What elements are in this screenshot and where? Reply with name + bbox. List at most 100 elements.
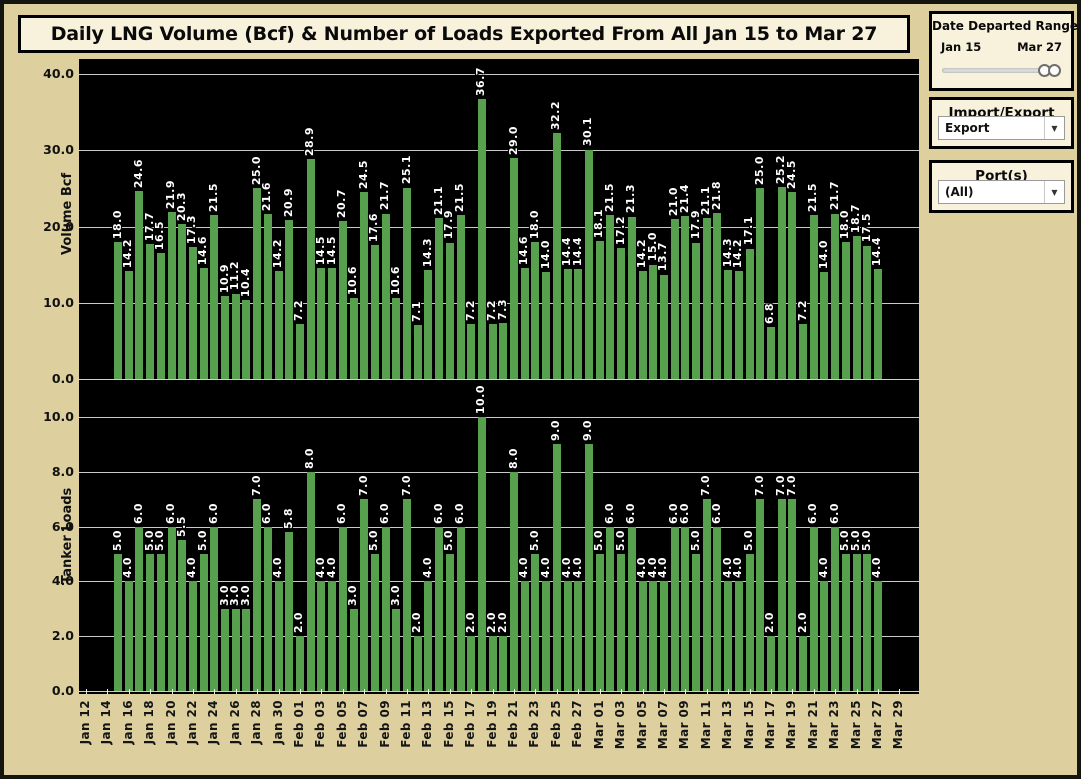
import-export-dropdown[interactable]: Export ▼: [938, 116, 1065, 140]
bar[interactable]: [231, 608, 240, 691]
bar[interactable]: [424, 581, 433, 691]
bar[interactable]: [531, 241, 540, 379]
bar[interactable]: [381, 526, 390, 691]
bar[interactable]: [488, 324, 497, 379]
bar[interactable]: [510, 471, 519, 691]
bar[interactable]: [766, 327, 775, 379]
date-range-slider[interactable]: [942, 63, 1061, 77]
bar[interactable]: [724, 269, 733, 379]
bar[interactable]: [681, 215, 690, 379]
bar[interactable]: [799, 636, 808, 691]
bar[interactable]: [456, 526, 465, 691]
bar[interactable]: [809, 526, 818, 691]
bar[interactable]: [520, 581, 529, 691]
bar[interactable]: [392, 608, 401, 691]
bar[interactable]: [638, 270, 647, 379]
bar[interactable]: [574, 581, 583, 691]
bar[interactable]: [328, 581, 337, 691]
bar[interactable]: [370, 554, 379, 691]
bar[interactable]: [445, 554, 454, 691]
bar[interactable]: [659, 581, 668, 691]
bar[interactable]: [799, 324, 808, 379]
bar[interactable]: [328, 268, 337, 379]
bar[interactable]: [670, 218, 679, 379]
bar[interactable]: [477, 417, 486, 691]
bar[interactable]: [863, 245, 872, 379]
bar[interactable]: [295, 324, 304, 379]
bar[interactable]: [766, 636, 775, 691]
bar[interactable]: [445, 242, 454, 379]
bar[interactable]: [263, 526, 272, 691]
bar[interactable]: [199, 554, 208, 691]
bar[interactable]: [595, 554, 604, 691]
bar[interactable]: [274, 270, 283, 379]
bar[interactable]: [306, 158, 315, 379]
bar[interactable]: [124, 270, 133, 379]
bar[interactable]: [114, 554, 122, 691]
bar[interactable]: [360, 192, 369, 379]
bar[interactable]: [135, 526, 144, 691]
bar[interactable]: [221, 608, 230, 691]
bar[interactable]: [456, 215, 465, 379]
bar[interactable]: [756, 499, 765, 691]
bar[interactable]: [263, 214, 272, 379]
ports-dropdown[interactable]: (All) ▼: [938, 180, 1065, 204]
bar[interactable]: [467, 636, 476, 691]
bar[interactable]: [146, 554, 155, 691]
bar[interactable]: [606, 526, 615, 691]
bar[interactable]: [734, 581, 743, 691]
bar[interactable]: [627, 526, 636, 691]
slider-track[interactable]: [942, 68, 1061, 73]
bar[interactable]: [403, 187, 412, 379]
bar[interactable]: [349, 608, 358, 691]
bar[interactable]: [435, 218, 444, 379]
bar[interactable]: [242, 608, 251, 691]
bar[interactable]: [542, 581, 551, 691]
bar[interactable]: [820, 272, 829, 379]
bar[interactable]: [156, 554, 165, 691]
bar[interactable]: [745, 248, 754, 379]
bar[interactable]: [338, 526, 347, 691]
bar[interactable]: [135, 191, 144, 379]
bar[interactable]: [788, 499, 797, 691]
bar[interactable]: [745, 554, 754, 691]
bar[interactable]: [188, 247, 197, 379]
bar[interactable]: [370, 244, 379, 379]
bar[interactable]: [756, 188, 765, 379]
bar[interactable]: [649, 581, 658, 691]
bar[interactable]: [156, 253, 165, 379]
bar[interactable]: [584, 149, 593, 379]
bar[interactable]: [360, 499, 369, 691]
bar[interactable]: [188, 581, 197, 691]
bar[interactable]: [285, 532, 294, 691]
bar[interactable]: [841, 241, 850, 379]
bar[interactable]: [617, 554, 626, 691]
bar[interactable]: [253, 499, 262, 691]
bar[interactable]: [692, 242, 701, 379]
bar[interactable]: [167, 526, 176, 691]
bar[interactable]: [488, 636, 497, 691]
chevron-down-icon[interactable]: ▼: [1044, 117, 1064, 139]
bar[interactable]: [274, 581, 283, 691]
bar[interactable]: [242, 299, 251, 379]
bar[interactable]: [659, 274, 668, 379]
bar[interactable]: [734, 270, 743, 379]
bar[interactable]: [702, 499, 711, 691]
bar[interactable]: [627, 216, 636, 379]
bar[interactable]: [231, 293, 240, 379]
bar[interactable]: [167, 212, 176, 379]
bar[interactable]: [221, 295, 230, 379]
bar[interactable]: [499, 323, 508, 379]
bar[interactable]: [574, 269, 583, 379]
bar[interactable]: [253, 188, 262, 379]
bar[interactable]: [477, 99, 486, 379]
bar[interactable]: [317, 268, 326, 379]
bar[interactable]: [413, 636, 422, 691]
bar[interactable]: [552, 444, 561, 691]
bar[interactable]: [692, 554, 701, 691]
bar[interactable]: [606, 215, 615, 379]
bar[interactable]: [788, 192, 797, 379]
bar[interactable]: [210, 526, 219, 691]
bar[interactable]: [435, 526, 444, 691]
bar[interactable]: [510, 157, 519, 379]
